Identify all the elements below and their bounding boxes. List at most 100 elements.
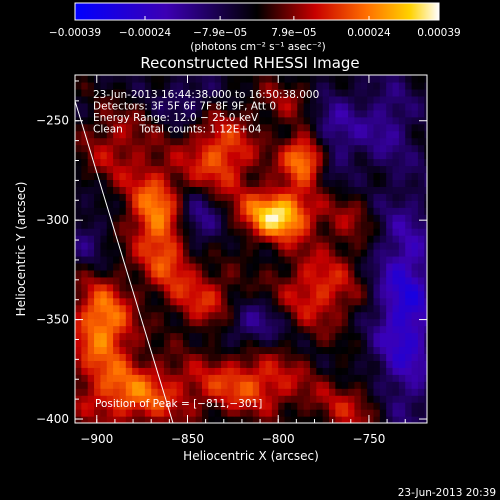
heatmap-cell [182,395,190,403]
heatmap-cell [151,102,159,111]
heatmap-cell [348,269,356,278]
heatmap-cell [214,249,222,257]
heatmap-cell [125,151,133,160]
heatmap-cell [322,249,330,257]
heatmap-cell [106,290,114,299]
heatmap-cell [360,339,368,348]
heatmap-cell [132,381,140,389]
heatmap-cell [335,269,343,278]
heatmap-cell [221,332,229,341]
heatmap-cell [392,116,400,125]
heatmap-cell [290,207,298,215]
heatmap-cell [417,75,425,83]
heatmap-cell [367,402,375,410]
heatmap-cell [386,165,394,174]
heatmap-cell [252,262,260,271]
heatmap-cell [386,123,394,132]
heatmap-cell [259,81,267,90]
heatmap-cell [322,367,330,375]
heatmap-cell [297,116,305,125]
heatmap-cell [227,353,235,361]
heatmap-cell [75,88,82,97]
heatmap-cell [297,137,305,146]
heatmap-cell [379,395,387,403]
heatmap-cell [329,290,336,299]
heatmap-cell [189,339,197,348]
heatmap-cell [81,228,89,236]
heatmap-cell [386,179,394,187]
heatmap-cell [411,75,419,83]
heatmap-cell [138,172,146,180]
heatmap-cell [271,235,279,243]
heatmap-cell [157,242,165,250]
heatmap-cell [348,228,356,236]
heatmap-cell [354,235,362,243]
heatmap-cell [246,200,254,208]
heatmap-cell [303,416,311,423]
heatmap-cell [309,388,317,396]
heatmap-cell [252,200,260,208]
heatmap-cell [309,269,317,278]
heatmap-cell [176,276,184,285]
heatmap-cell [189,304,197,313]
heatmap-cell [170,186,178,194]
heatmap-cell [132,221,140,229]
heatmap-cell [278,318,286,327]
heatmap-cell [309,214,317,222]
heatmap-cell [113,395,121,403]
heatmap-cell [170,346,178,354]
heatmap-cell [341,402,349,410]
heatmap-cell [163,409,171,417]
heatmap-cell [144,276,152,285]
heatmap-cell [290,311,298,320]
heatmap-cell [189,102,197,111]
heatmap-cell [424,262,427,271]
heatmap-cell [290,346,298,354]
heatmap-cell [125,200,133,208]
heatmap-cell [386,81,394,90]
heatmap-cell [398,249,406,257]
heatmap-cell [348,109,356,118]
heatmap-cell [373,290,381,299]
heatmap-cell [144,318,152,327]
heatmap-cell [424,109,427,118]
heatmap-cell [233,151,241,160]
heatmap-cell [81,179,89,187]
heatmap-cell [278,221,286,229]
heatmap-cell [379,109,387,118]
heatmap-cell [227,81,235,90]
heatmap-cell [119,200,127,208]
heatmap-cell [392,311,400,320]
heatmap-cell [405,339,413,348]
heatmap-cell [424,297,427,306]
heatmap-cell [373,262,381,271]
heatmap-cell [329,235,336,243]
heatmap-cell [132,172,140,180]
heatmap-cell [392,109,400,118]
heatmap-cell [259,283,267,292]
heatmap-cell [233,193,241,201]
heatmap-cell [100,172,108,180]
heatmap-cell [246,269,254,278]
heatmap-cell [100,109,108,118]
heatmap-cell [398,276,406,285]
heatmap-cell [284,276,292,285]
heatmap-cell [94,88,101,97]
heatmap-cell [259,374,267,382]
heatmap-cell [87,353,95,361]
heatmap-cell [81,416,89,423]
heatmap-cell [417,269,425,278]
heatmap-cell [163,276,171,285]
heatmap-cell [392,381,400,389]
heatmap-cell [386,255,394,264]
heatmap-cell [398,311,406,320]
heatmap-cell [335,235,343,243]
heatmap-cell [405,228,413,236]
heatmap-cell [316,367,324,375]
heatmap-cell [182,346,190,354]
heatmap-cell [132,290,140,299]
heatmap-cell [322,311,330,320]
heatmap-cell [125,179,133,187]
heatmap-cell [240,339,248,348]
heatmap-cell [424,388,427,396]
